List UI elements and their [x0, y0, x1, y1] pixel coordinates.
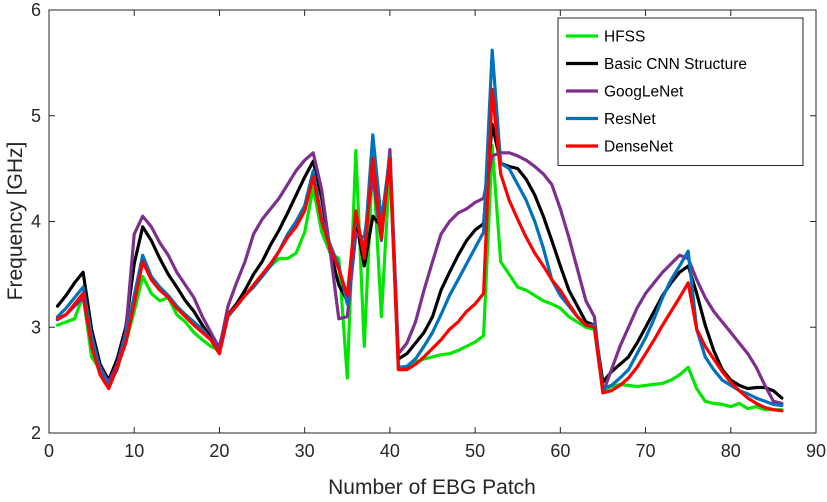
series-line-2 — [55, 148, 784, 405]
legend-label: DenseNet — [604, 139, 674, 156]
series-line-4 — [55, 87, 784, 413]
y-tick-label: 2 — [31, 423, 41, 443]
x-tick-label: 90 — [806, 441, 826, 461]
series-layer — [55, 48, 784, 413]
legend: HFSS Basic CNN Structure GoogLeNet ResNet De… — [557, 17, 804, 166]
legend-box — [557, 17, 804, 166]
x-tick-label: 0 — [44, 441, 54, 461]
x-tick-label: 50 — [465, 441, 485, 461]
x-tick-label: 10 — [124, 441, 144, 461]
legend-label: HFSS — [604, 29, 645, 46]
y-tick-label: 4 — [31, 212, 41, 232]
x-tick-label: 80 — [721, 441, 741, 461]
legend-label: ResNet — [604, 111, 656, 128]
x-tick-label: 70 — [636, 441, 656, 461]
y-axis-label: Frequency [GHz] — [4, 142, 27, 301]
x-tick-label: 40 — [380, 441, 400, 461]
tick-layer: 0 10 20 30 40 50 60 70 80 90 2 3 4 5 6 — [31, 0, 826, 461]
x-tick-label: 60 — [550, 441, 570, 461]
x-axis-label: Number of EBG Patch — [328, 476, 536, 499]
y-tick-label: 6 — [31, 0, 41, 20]
y-tick-label: 3 — [31, 317, 41, 337]
legend-label: GoogLeNet — [604, 84, 684, 101]
x-tick-label: 30 — [295, 441, 315, 461]
y-tick-label: 5 — [31, 106, 41, 126]
legend-label: Basic CNN Structure — [604, 56, 747, 73]
x-tick-label: 20 — [209, 441, 229, 461]
